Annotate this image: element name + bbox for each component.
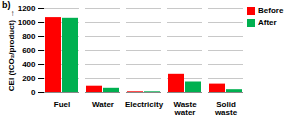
svg-text:1000: 1000 xyxy=(18,18,36,27)
svg-text:0: 0 xyxy=(31,88,36,97)
svg-text:400: 400 xyxy=(22,60,36,69)
svg-text:800: 800 xyxy=(22,32,36,41)
svg-text:Electricity: Electricity xyxy=(125,100,164,109)
html-text:Before: Before xyxy=(258,6,284,15)
svg-text:Solidwaste: Solidwaste xyxy=(214,100,238,117)
svg-text:Wastewater: Wastewater xyxy=(173,100,197,117)
svg-text:Fuel: Fuel xyxy=(54,100,70,109)
svg-text:600: 600 xyxy=(22,46,36,55)
html-text:After: After xyxy=(258,18,277,27)
svg-text:Water: Water xyxy=(92,100,114,109)
svg-text:CEI (tCO₂/product) →: CEI (tCO₂/product) → xyxy=(7,10,16,91)
html-text:b): b) xyxy=(2,0,11,10)
svg-text:1200: 1200 xyxy=(18,4,36,13)
svg-text:200: 200 xyxy=(22,74,36,83)
